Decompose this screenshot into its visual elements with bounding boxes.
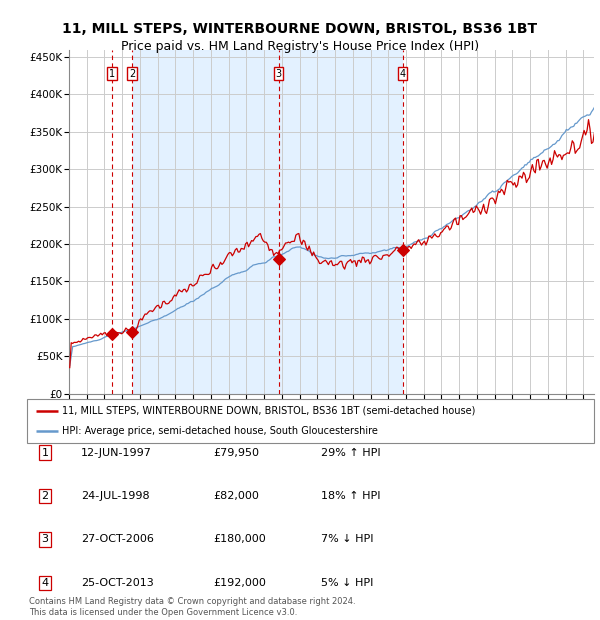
Text: 27-OCT-2006: 27-OCT-2006 bbox=[81, 534, 154, 544]
Point bbox=[274, 254, 283, 264]
Text: 7% ↓ HPI: 7% ↓ HPI bbox=[321, 534, 373, 544]
Text: 1: 1 bbox=[41, 448, 49, 458]
Text: Contains HM Land Registry data © Crown copyright and database right 2024.
This d: Contains HM Land Registry data © Crown c… bbox=[29, 598, 355, 617]
Text: 3: 3 bbox=[275, 69, 282, 79]
Text: £82,000: £82,000 bbox=[213, 491, 259, 501]
Text: £79,950: £79,950 bbox=[213, 448, 259, 458]
Text: 2: 2 bbox=[41, 491, 49, 501]
Point bbox=[398, 245, 407, 255]
Text: 24-JUL-1998: 24-JUL-1998 bbox=[81, 491, 149, 501]
Text: 29% ↑ HPI: 29% ↑ HPI bbox=[321, 448, 380, 458]
Text: 4: 4 bbox=[400, 69, 406, 79]
Text: 11, MILL STEPS, WINTERBOURNE DOWN, BRISTOL, BS36 1BT: 11, MILL STEPS, WINTERBOURNE DOWN, BRIST… bbox=[62, 22, 538, 36]
Text: 25-OCT-2013: 25-OCT-2013 bbox=[81, 578, 154, 588]
Text: 4: 4 bbox=[41, 578, 49, 588]
FancyBboxPatch shape bbox=[27, 399, 594, 443]
Text: £180,000: £180,000 bbox=[213, 534, 266, 544]
Text: HPI: Average price, semi-detached house, South Gloucestershire: HPI: Average price, semi-detached house,… bbox=[62, 426, 378, 436]
Text: 12-JUN-1997: 12-JUN-1997 bbox=[81, 448, 152, 458]
Text: 18% ↑ HPI: 18% ↑ HPI bbox=[321, 491, 380, 501]
Text: 3: 3 bbox=[41, 534, 49, 544]
Point bbox=[107, 329, 117, 339]
Text: 2: 2 bbox=[129, 69, 135, 79]
Text: 1: 1 bbox=[109, 69, 115, 79]
Text: 5% ↓ HPI: 5% ↓ HPI bbox=[321, 578, 373, 588]
Point bbox=[127, 327, 137, 337]
Text: Price paid vs. HM Land Registry's House Price Index (HPI): Price paid vs. HM Land Registry's House … bbox=[121, 40, 479, 53]
Text: £192,000: £192,000 bbox=[213, 578, 266, 588]
Text: 11, MILL STEPS, WINTERBOURNE DOWN, BRISTOL, BS36 1BT (semi-detached house): 11, MILL STEPS, WINTERBOURNE DOWN, BRIST… bbox=[62, 405, 476, 416]
